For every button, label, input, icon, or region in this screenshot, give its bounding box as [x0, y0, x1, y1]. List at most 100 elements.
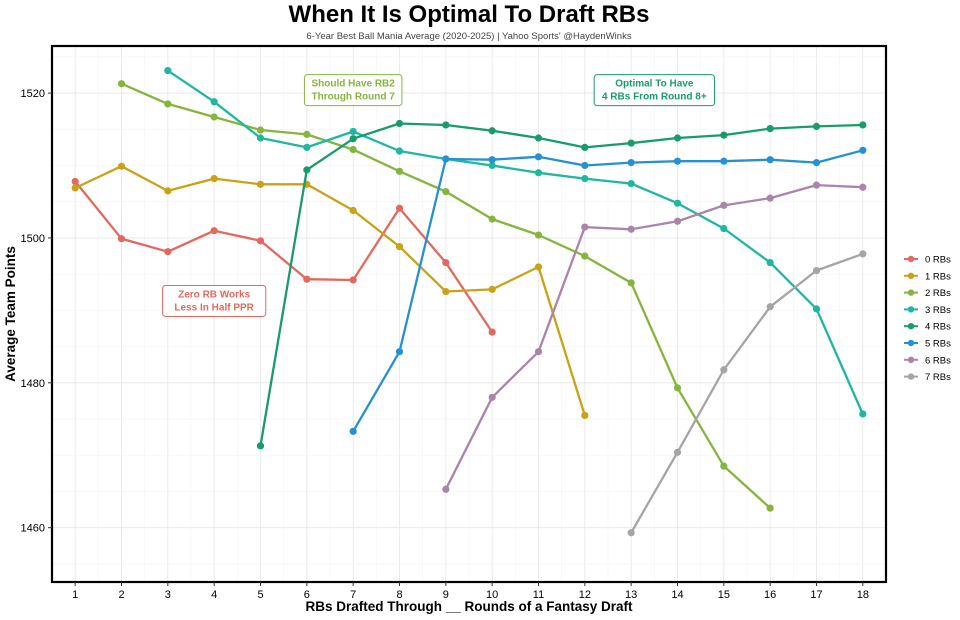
data-point: [442, 485, 450, 493]
data-point: [395, 147, 404, 155]
chart-subtitle: 6-Year Best Ball Mania Average (2020-202…: [306, 31, 631, 42]
data-point: [720, 157, 728, 165]
annotation-box: [162, 284, 267, 317]
data-point: [210, 98, 218, 106]
legend-label: 0 RBs: [925, 255, 951, 266]
data-point: [349, 127, 357, 136]
data-point: [534, 153, 543, 161]
legend-swatch-dot: [907, 373, 915, 380]
x-tick-label: 5: [257, 589, 263, 601]
legend-swatch-dot: [907, 323, 915, 330]
data-point: [256, 134, 265, 142]
data-point: [766, 124, 774, 133]
legend-item-6-rbs: 6 RBs: [904, 355, 951, 366]
data-point: [859, 410, 867, 418]
data-point: [581, 143, 589, 152]
data-point: [720, 366, 728, 374]
data-point: [534, 134, 543, 142]
legend-item-2-rbs: 2 RBs: [904, 288, 951, 299]
data-point: [303, 143, 311, 152]
series-line: [444, 183, 864, 491]
legend-label: 1 RBs: [925, 271, 951, 282]
series-line: [166, 69, 864, 416]
data-point: [442, 187, 450, 196]
data-point: [720, 131, 728, 139]
data-point: [117, 162, 126, 170]
data-point: [627, 279, 635, 287]
data-point: [673, 217, 682, 225]
y-tick-label: 1480: [21, 378, 45, 390]
x-tick-label: 14: [671, 589, 683, 601]
annotation-zero: Zero RB Works Less In Half PPR: [162, 284, 267, 317]
data-point: [349, 206, 357, 215]
x-tick-label: 4: [211, 589, 217, 601]
data-point: [488, 215, 496, 223]
legend-label: 6 RBs: [925, 355, 951, 366]
data-point: [488, 328, 496, 336]
data-point: [534, 169, 543, 177]
legend-item-1-rbs: 1 RBs: [904, 271, 951, 282]
data-point: [673, 199, 682, 207]
data-point: [256, 126, 265, 134]
data-point: [859, 183, 867, 191]
y-tick-label: 1520: [21, 88, 45, 100]
data-point: [673, 134, 682, 142]
series-1-rbs: [71, 162, 589, 420]
x-tick-label: 11: [533, 589, 544, 601]
data-point: [812, 266, 821, 275]
data-point: [627, 529, 635, 537]
data-point: [395, 348, 404, 356]
data-point: [488, 156, 496, 164]
annotation-optimal: Optimal To Have 4 RBs From Round 8+: [593, 74, 715, 107]
legend-swatch-dot: [907, 356, 915, 363]
x-tick-label: 9: [443, 589, 449, 601]
legend: 0 RBs 1 RBs 2 RBs 3 RBs 4 RBs 5 RBs 6 RBs 7 RBs: [904, 255, 951, 383]
data-point: [164, 248, 172, 256]
annotation-text: Optimal To Have: [615, 79, 694, 90]
data-point: [720, 462, 728, 470]
annotation-text: Through Round 7: [312, 92, 396, 103]
data-point: [349, 276, 357, 284]
data-point: [442, 121, 450, 129]
legend-label: 2 RBs: [925, 288, 951, 299]
x-tick-label: 16: [764, 589, 776, 601]
x-tick-label: 1: [72, 589, 78, 601]
data-point: [395, 243, 404, 251]
data-point: [534, 263, 543, 271]
data-point: [673, 384, 682, 392]
data-point: [766, 194, 774, 202]
legend-label: 3 RBs: [925, 305, 951, 316]
legend-swatch-dot: [907, 306, 915, 313]
data-point: [534, 231, 543, 239]
legend-swatch-dot: [907, 289, 915, 296]
data-point: [442, 155, 450, 163]
data-point: [581, 252, 589, 260]
legend-label: 4 RBs: [925, 322, 951, 333]
x-tick-label: 3: [165, 589, 171, 601]
series-5-rbs: [349, 146, 867, 435]
data-point: [720, 224, 728, 233]
series-line: [74, 180, 494, 334]
y-tick-label: 1460: [21, 523, 45, 535]
legend-item-7-rbs: 7 RBs: [904, 372, 951, 383]
data-point: [720, 201, 728, 209]
data-point: [673, 448, 682, 456]
legend-item-3-rbs: 3 RBs: [904, 305, 951, 316]
legend-swatch-dot: [907, 272, 915, 279]
y-tick-label: 1500: [21, 233, 45, 245]
data-point: [117, 80, 126, 88]
data-point: [164, 100, 172, 108]
x-tick-label: 12: [579, 589, 591, 601]
data-point: [349, 145, 357, 154]
data-point: [395, 204, 404, 212]
plot-border: [50, 44, 888, 584]
data-point: [256, 237, 265, 245]
series-line: [352, 149, 864, 433]
data-point: [627, 225, 635, 233]
legend-item-4-rbs: 4 RBs: [904, 322, 951, 333]
series-layer: [71, 67, 867, 537]
data-point: [210, 113, 218, 121]
data-point: [488, 285, 496, 293]
data-point: [303, 130, 311, 138]
data-point: [581, 174, 589, 183]
